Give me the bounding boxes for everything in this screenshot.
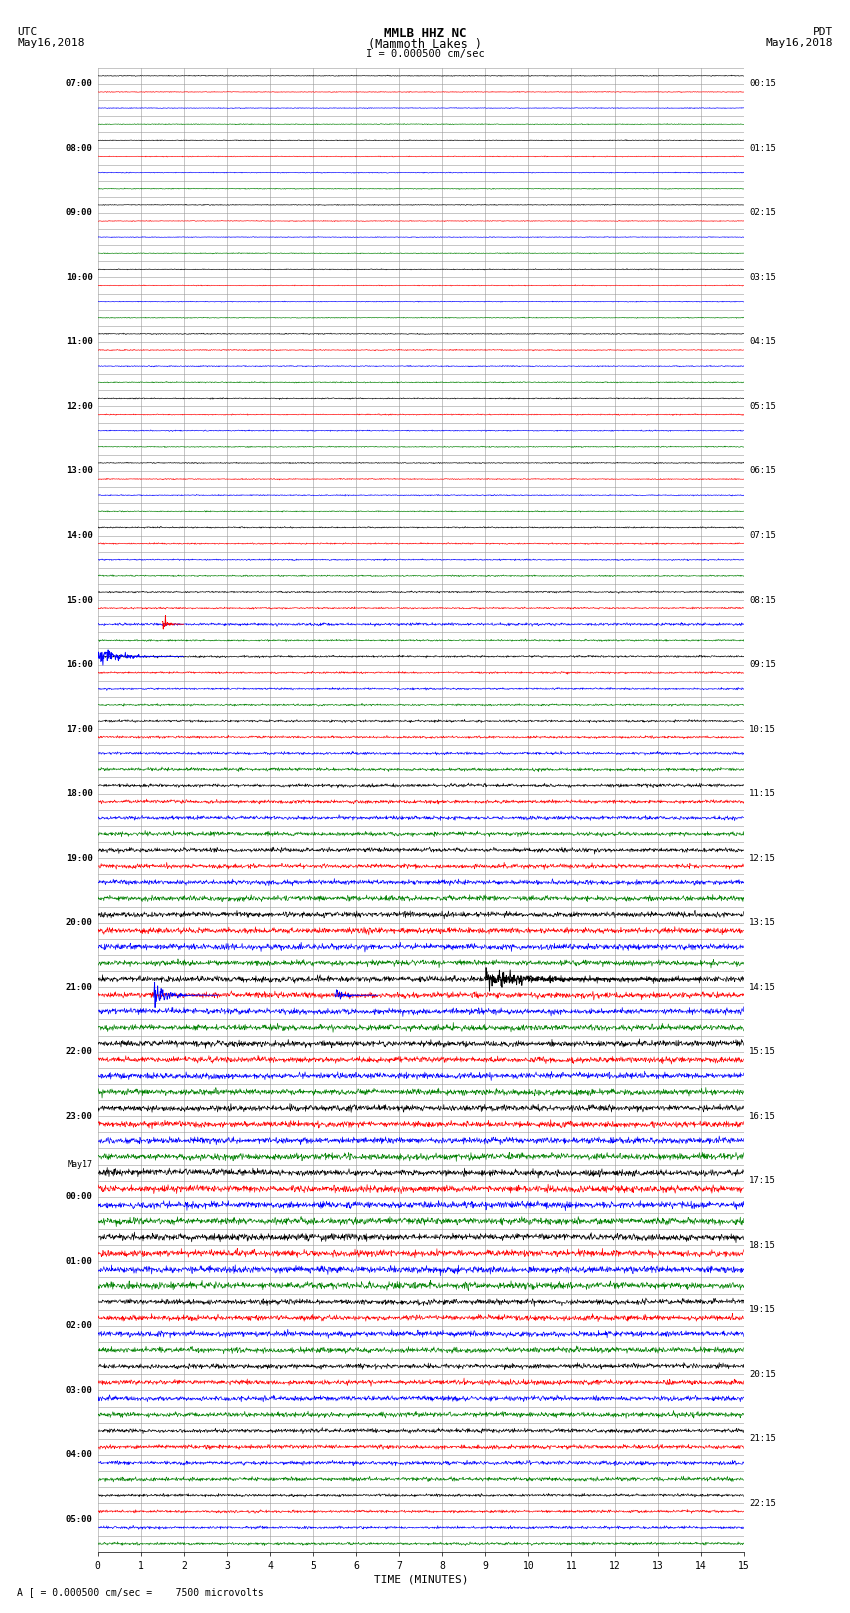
Text: A [ = 0.000500 cm/sec =    7500 microvolts: A [ = 0.000500 cm/sec = 7500 microvolts [17, 1587, 264, 1597]
Text: 03:15: 03:15 [749, 273, 776, 282]
Text: 09:00: 09:00 [65, 208, 93, 218]
Text: 17:00: 17:00 [65, 724, 93, 734]
Text: 07:00: 07:00 [65, 79, 93, 89]
Text: May17: May17 [68, 1160, 93, 1169]
Text: UTC: UTC [17, 26, 37, 37]
Text: 21:00: 21:00 [65, 982, 93, 992]
Text: 14:15: 14:15 [749, 982, 776, 992]
Text: 01:15: 01:15 [749, 144, 776, 153]
Text: 19:15: 19:15 [749, 1305, 776, 1315]
Text: I = 0.000500 cm/sec: I = 0.000500 cm/sec [366, 50, 484, 60]
Text: May16,2018: May16,2018 [766, 37, 833, 48]
Text: 06:15: 06:15 [749, 466, 776, 476]
Text: MMLB HHZ NC: MMLB HHZ NC [383, 26, 467, 40]
Text: 02:00: 02:00 [65, 1321, 93, 1331]
Text: 12:00: 12:00 [65, 402, 93, 411]
Text: 05:00: 05:00 [65, 1515, 93, 1524]
Text: 21:15: 21:15 [749, 1434, 776, 1444]
Text: 16:00: 16:00 [65, 660, 93, 669]
Text: 15:00: 15:00 [65, 595, 93, 605]
Text: 19:00: 19:00 [65, 853, 93, 863]
Text: 10:00: 10:00 [65, 273, 93, 282]
Text: 03:00: 03:00 [65, 1386, 93, 1395]
Text: 18:15: 18:15 [749, 1240, 776, 1250]
Text: 12:15: 12:15 [749, 853, 776, 863]
Text: 20:00: 20:00 [65, 918, 93, 927]
Text: 04:00: 04:00 [65, 1450, 93, 1460]
Text: 02:15: 02:15 [749, 208, 776, 218]
Text: 20:15: 20:15 [749, 1369, 776, 1379]
Text: 11:15: 11:15 [749, 789, 776, 798]
Text: 15:15: 15:15 [749, 1047, 776, 1057]
Text: 13:15: 13:15 [749, 918, 776, 927]
Text: 04:15: 04:15 [749, 337, 776, 347]
Text: 13:00: 13:00 [65, 466, 93, 476]
Text: 00:00: 00:00 [65, 1192, 93, 1202]
Text: 16:15: 16:15 [749, 1111, 776, 1121]
Text: 05:15: 05:15 [749, 402, 776, 411]
X-axis label: TIME (MINUTES): TIME (MINUTES) [373, 1574, 468, 1586]
Text: 17:15: 17:15 [749, 1176, 776, 1186]
Text: 22:15: 22:15 [749, 1498, 776, 1508]
Text: 08:00: 08:00 [65, 144, 93, 153]
Text: 14:00: 14:00 [65, 531, 93, 540]
Text: 23:00: 23:00 [65, 1111, 93, 1121]
Text: 11:00: 11:00 [65, 337, 93, 347]
Text: 09:15: 09:15 [749, 660, 776, 669]
Text: (Mammoth Lakes ): (Mammoth Lakes ) [368, 37, 482, 52]
Text: May16,2018: May16,2018 [17, 37, 84, 48]
Text: 22:00: 22:00 [65, 1047, 93, 1057]
Text: PDT: PDT [813, 26, 833, 37]
Text: 01:00: 01:00 [65, 1257, 93, 1266]
Text: 07:15: 07:15 [749, 531, 776, 540]
Text: 00:15: 00:15 [749, 79, 776, 89]
Text: 18:00: 18:00 [65, 789, 93, 798]
Text: 08:15: 08:15 [749, 595, 776, 605]
Text: 10:15: 10:15 [749, 724, 776, 734]
